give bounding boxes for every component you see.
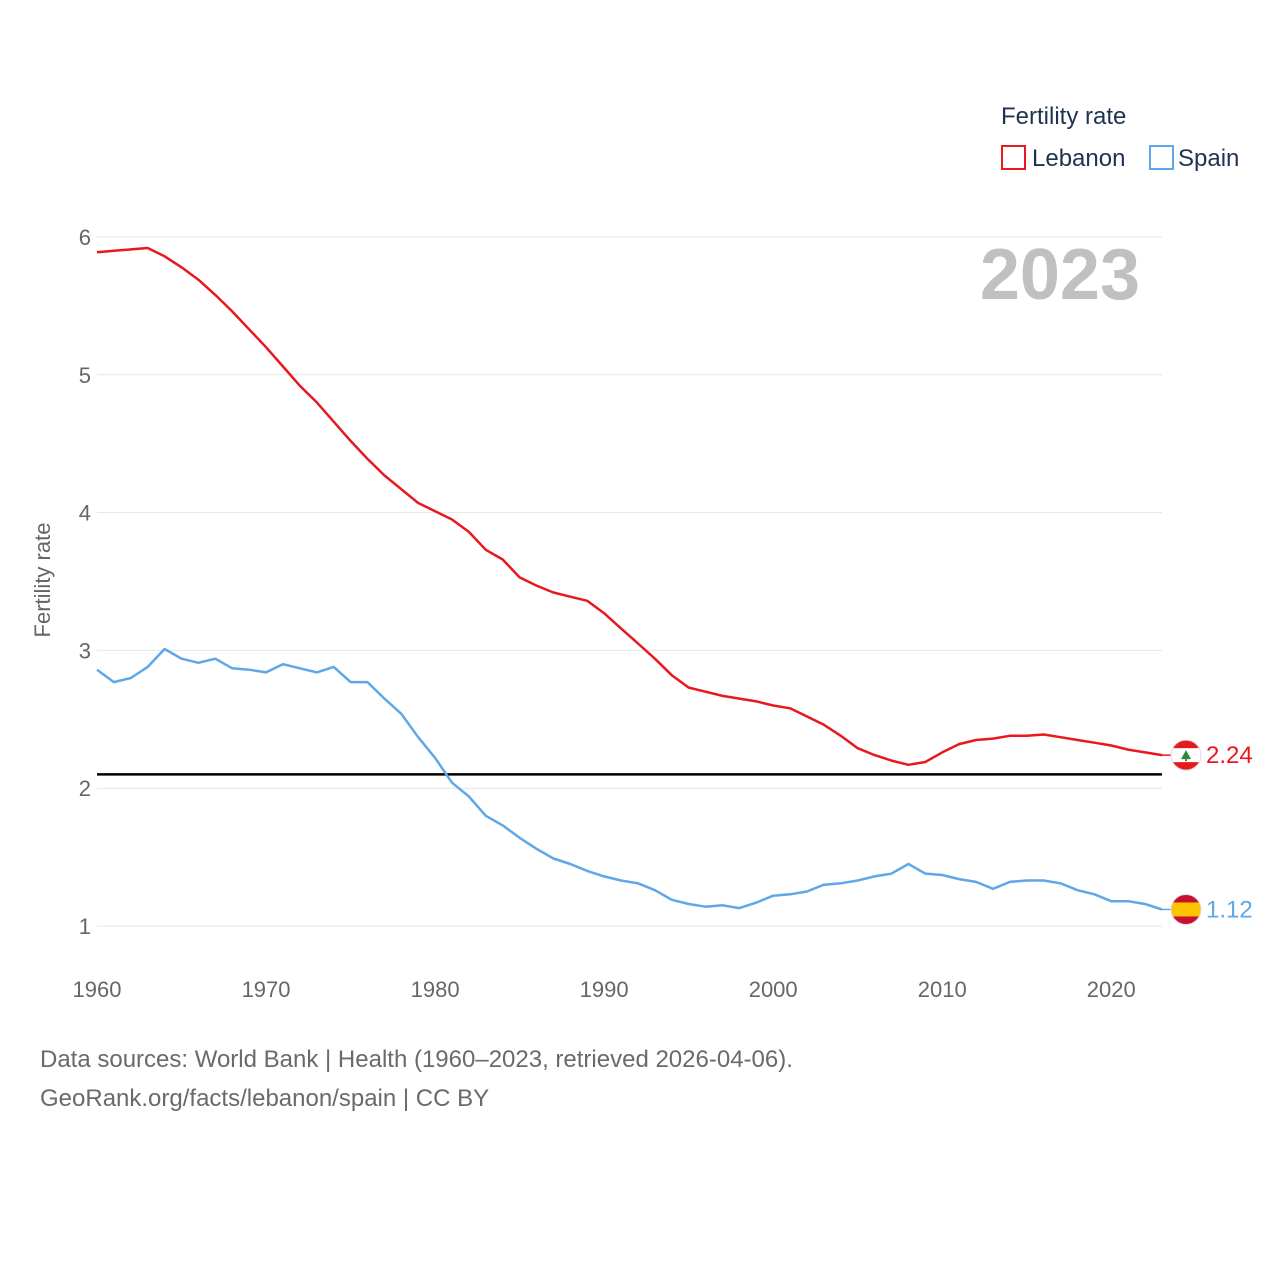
x-tick-1990: 1990 bbox=[580, 977, 629, 1002]
end-value-label-spain: 1.12 bbox=[1206, 896, 1253, 923]
y-tick-1: 1 bbox=[79, 914, 91, 939]
x-tick-1980: 1980 bbox=[411, 977, 460, 1002]
y-axis-label: Fertility rate bbox=[30, 523, 55, 638]
legend-label-spain[interactable]: Spain bbox=[1178, 145, 1239, 172]
x-tick-2000: 2000 bbox=[749, 977, 798, 1002]
end-value-label-lebanon: 2.24 bbox=[1206, 742, 1253, 769]
x-tick-1960: 1960 bbox=[73, 977, 122, 1002]
legend: Fertility rate Lebanon Spain bbox=[1001, 103, 1239, 172]
x-tick-2020: 2020 bbox=[1087, 977, 1136, 1002]
legend-swatch-spain[interactable] bbox=[1149, 145, 1174, 170]
series-lines bbox=[96, 246, 1163, 911]
legend-label-lebanon[interactable]: Lebanon bbox=[1032, 145, 1125, 172]
footer-sources: Data sources: World Bank | Health (1960–… bbox=[40, 1046, 793, 1073]
series-line-lebanon[interactable] bbox=[96, 246, 1163, 767]
gridlines bbox=[97, 236, 1162, 927]
y-tick-labels: 1 2 3 4 5 6 bbox=[79, 225, 91, 939]
series-line-spain[interactable] bbox=[96, 647, 1163, 911]
current-year-label: 2023 bbox=[980, 235, 1140, 315]
spain-flag-icon bbox=[1170, 893, 1202, 925]
x-tick-2010: 2010 bbox=[918, 977, 967, 1002]
y-tick-3: 3 bbox=[79, 638, 91, 663]
x-tick-labels: 1960 1970 1980 1990 2000 2010 2020 bbox=[73, 977, 1136, 1002]
footer-attribution: GeoRank.org/facts/lebanon/spain | CC BY bbox=[40, 1085, 490, 1112]
legend-swatch-lebanon[interactable] bbox=[1001, 145, 1026, 170]
lebanon-flag-icon bbox=[1170, 739, 1202, 771]
series-end-markers: 2.24 1.12 bbox=[1162, 739, 1253, 925]
y-tick-4: 4 bbox=[79, 501, 91, 526]
y-tick-6: 6 bbox=[79, 225, 91, 250]
x-tick-1970: 1970 bbox=[242, 977, 291, 1002]
legend-title: Fertility rate bbox=[1001, 103, 1126, 130]
y-tick-2: 2 bbox=[79, 776, 91, 801]
y-tick-5: 5 bbox=[79, 363, 91, 388]
